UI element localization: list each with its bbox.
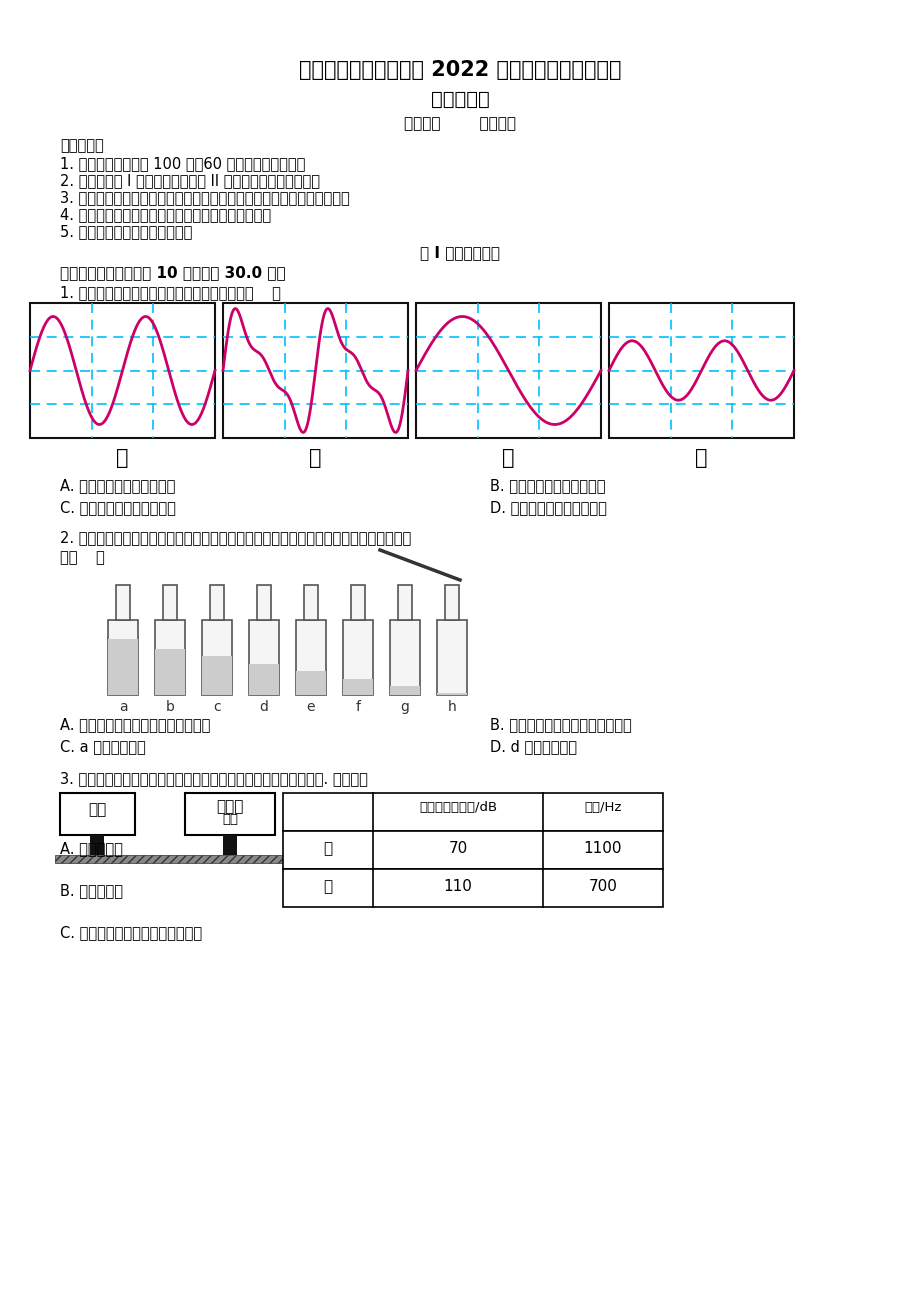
Bar [154,648,185,695]
Text: 1. 本试卷分全卷满分 100 分，60 分钟内完成，闭卷。: 1. 本试卷分全卷满分 100 分，60 分钟内完成，闭卷。 [60,156,305,171]
Text: 110: 110 [443,879,472,894]
Text: B. 声音主要是由玻璃瓶振动产生的: B. 声音主要是由玻璃瓶振动产生的 [490,717,631,732]
Text: B. 甲、丙的音调和音色相同: B. 甲、丙的音调和音色相同 [490,478,605,493]
Text: 八年级物理: 八年级物理 [430,90,489,109]
Text: 声音: 声音 [221,812,238,825]
Text: 丙: 丙 [502,448,515,467]
Text: h: h [448,700,456,713]
Text: 甲: 甲 [116,448,129,467]
Text: C. 声源在发甲声音时振动幅度较大: C. 声源在发甲声音时振动幅度较大 [60,924,202,940]
Text: 3. 答题前，考生务必将自己的姓名，准考证号填写在答题卡相应的位置。: 3. 答题前，考生务必将自己的姓名，准考证号填写在答题卡相应的位置。 [60,190,349,204]
Bar [398,585,412,620]
Text: b: b [165,700,175,713]
Text: 乙: 乙 [309,448,322,467]
Bar [390,686,420,695]
Text: a: a [119,700,127,713]
Bar [437,620,467,695]
Text: 是（    ）: 是（ ） [60,549,105,565]
Bar [445,585,459,620]
Bar [202,656,232,695]
Bar [283,868,663,907]
Text: D. 甲、丁的音色和响度相同: D. 甲、丁的音色和响度相同 [490,500,607,516]
Text: 声源: 声源 [88,802,107,816]
Text: 监测器: 监测器 [216,799,244,814]
Bar [256,585,271,620]
Text: B. 甲响度较大: B. 甲响度较大 [60,883,123,898]
Text: 注意事项：: 注意事项： [60,138,104,154]
Text: 5. 考试结束后，将答题卡交回。: 5. 考试结束后，将答题卡交回。 [60,224,192,240]
Text: 一、单选题（本大题共 10 小题，共 30.0 分）: 一、单选题（本大题共 10 小题，共 30.0 分） [60,266,285,280]
Bar [222,303,407,437]
Bar [608,303,793,437]
Bar [222,835,237,855]
Bar [303,585,318,620]
Bar [185,793,275,835]
Text: D. d 瓶的音调最低: D. d 瓶的音调最低 [490,740,576,754]
Bar [108,620,138,695]
Text: d: d [259,700,268,713]
Text: 广州市天河外国语学校 2022 学年第一学期期中考试: 广州市天河外国语学校 2022 学年第一学期期中考试 [299,60,620,79]
Bar [249,664,278,695]
Bar [249,620,278,695]
Text: 1. 如图所示声波的波形图，下列说法正确的是（    ）: 1. 如图所示声波的波形图，下列说法正确的是（ ） [60,285,280,299]
Bar [415,303,600,437]
Bar [30,303,215,437]
Text: 1100: 1100 [584,841,621,855]
Bar [116,585,130,620]
Text: c: c [213,700,221,713]
Bar [343,678,372,695]
Bar [343,620,372,695]
Bar [163,585,176,620]
Text: 频率/Hz: 频率/Hz [584,801,621,814]
Text: 甲: 甲 [323,841,332,855]
Bar [283,831,663,868]
Bar [296,671,325,695]
Text: 4. 全部答案应在答题卡上完成，答在本试卷上无效。: 4. 全部答案应在答题卡上完成，答在本试卷上无效。 [60,207,271,223]
Text: 2. 本试卷分第 I 卷（选择题）和第 II 卷（非选择题）两部分。: 2. 本试卷分第 I 卷（选择题）和第 II 卷（非选择题）两部分。 [60,173,320,187]
Text: e: e [306,700,315,713]
Bar [351,585,365,620]
Bar [437,693,467,695]
Text: A. 甲、乙的音调和响度相同: A. 甲、乙的音调和响度相同 [60,478,176,493]
Text: 命题人：        审核人：: 命题人： 审核人： [403,116,516,132]
Text: A. 乙音调较高: A. 乙音调较高 [60,841,123,855]
Text: 第 I 卷（选择题）: 第 I 卷（选择题） [420,245,499,260]
Bar [283,793,663,831]
Text: C. a 瓶的音调最低: C. a 瓶的音调最低 [60,740,145,754]
Bar [296,620,325,695]
Text: 2. 如图是八个相同的玻璃瓶，装有高度不同的水，用筷子分别敲击瓶口，下列说法正确的: 2. 如图是八个相同的玻璃瓶，装有高度不同的水，用筷子分别敲击瓶口，下列说法正确… [60,530,411,546]
Bar [154,620,185,695]
Bar [202,620,232,695]
Text: 3. 如图所示，监测器测得同一声源发出的甲、乙两声音的特性如表. 甲乙相比: 3. 如图所示，监测器测得同一声源发出的甲、乙两声音的特性如表. 甲乙相比 [60,771,368,786]
Text: g: g [400,700,409,713]
Text: 声音强弱的等级/dB: 声音强弱的等级/dB [418,801,496,814]
Text: C. 乙、丁的音调和音色相同: C. 乙、丁的音调和音色相同 [60,500,176,516]
Text: 70: 70 [448,841,467,855]
Text: A. 声音主要是由瓶内空气振动产生的: A. 声音主要是由瓶内空气振动产生的 [60,717,210,732]
Bar [390,620,420,695]
Text: f: f [355,700,360,713]
Text: 乙: 乙 [323,879,332,894]
Bar [90,835,105,855]
Bar [210,585,223,620]
Text: 丁: 丁 [695,448,707,467]
Bar [55,855,285,863]
Bar [108,639,138,695]
Text: 700: 700 [588,879,617,894]
Bar [60,793,135,835]
